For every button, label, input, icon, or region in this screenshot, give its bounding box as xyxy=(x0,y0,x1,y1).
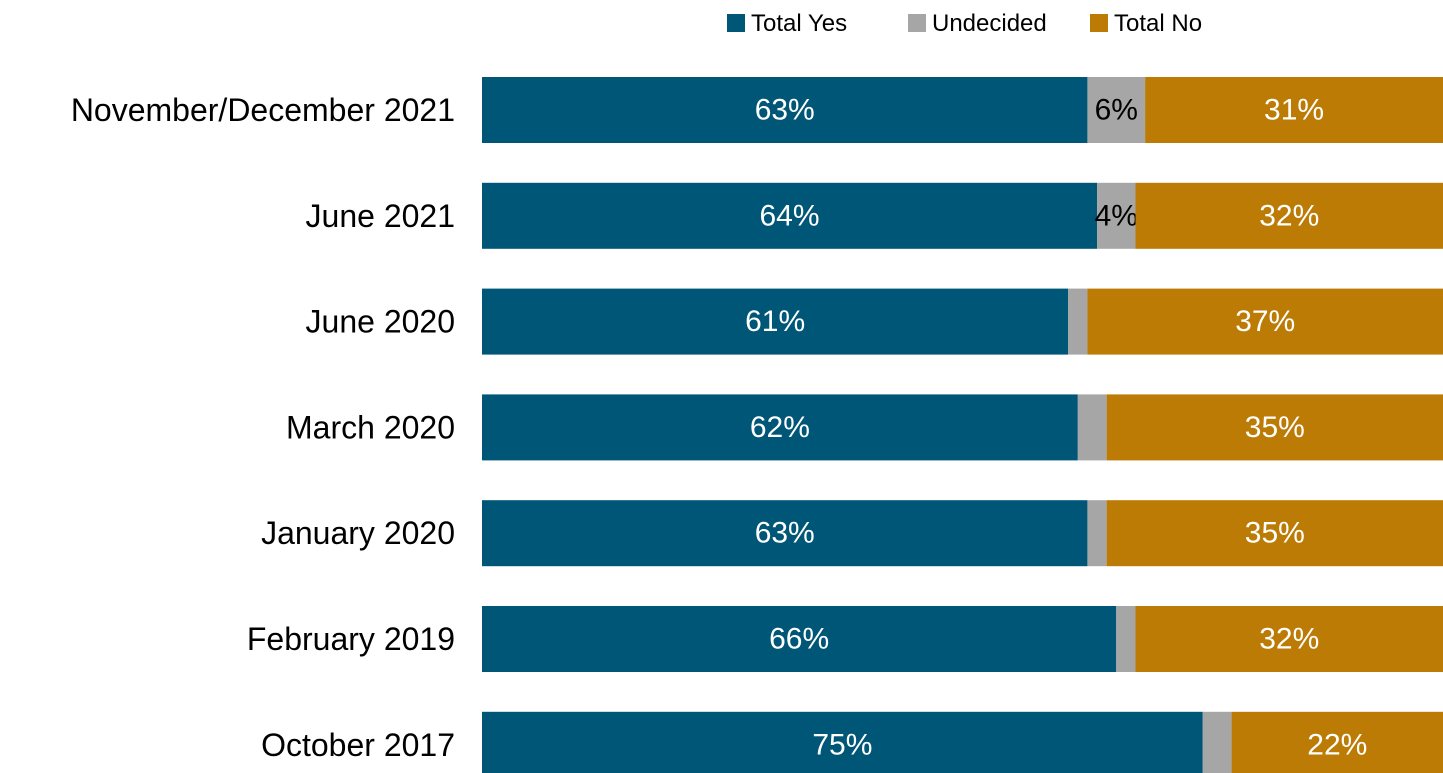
bar-segment-total-no xyxy=(1087,288,1443,355)
category-label: February 2019 xyxy=(247,621,455,657)
bar-row: 63% 6% 31% xyxy=(482,77,1443,143)
legend-item-total-yes: Total Yes xyxy=(727,10,847,37)
legend-swatch-undecided xyxy=(908,14,926,32)
legend-swatch-total-yes xyxy=(727,14,745,32)
bar-segment-total-yes xyxy=(482,500,1088,567)
bar-segment-total-yes xyxy=(482,394,1078,461)
data-label-total-no: 37% xyxy=(1235,305,1295,338)
data-label-total-yes: 63% xyxy=(755,517,815,550)
bar-segment-total-no xyxy=(1106,394,1443,461)
bar-segment-undecided xyxy=(1068,288,1088,355)
bar-segment-total-yes xyxy=(482,711,1203,773)
data-label-total-yes: 63% xyxy=(755,94,815,127)
data-label-total-no: 31% xyxy=(1264,94,1324,127)
bar-segment-undecided xyxy=(1116,606,1136,672)
data-label-undecided: 6% xyxy=(1095,94,1138,127)
bar-segment-total-no xyxy=(1135,182,1443,249)
bar-segment-undecided xyxy=(1077,394,1107,461)
bar-segment-undecided xyxy=(1202,711,1232,773)
bar-row: 64% 4% 32% xyxy=(482,182,1443,249)
bar-segment-total-yes xyxy=(482,182,1098,249)
category-label: June 2020 xyxy=(306,304,455,340)
data-label-total-yes: 75% xyxy=(812,728,872,761)
category-label: January 2020 xyxy=(261,515,455,551)
data-label-total-no: 35% xyxy=(1245,411,1305,444)
data-label-undecided: 4% xyxy=(1095,199,1138,232)
data-label-total-no: 32% xyxy=(1259,623,1319,656)
bar-segment-undecided xyxy=(1087,500,1107,567)
legend-item-undecided: Undecided xyxy=(908,10,1047,37)
bar-segment-undecided xyxy=(1087,77,1146,143)
bar-segment-total-no xyxy=(1145,77,1443,143)
bar-row: 61% 37% xyxy=(482,288,1443,355)
data-label-total-yes: 64% xyxy=(759,199,819,232)
category-label: June 2021 xyxy=(306,198,455,234)
legend-item-total-no: Total No xyxy=(1090,10,1202,37)
legend-swatch-total-no xyxy=(1090,14,1108,32)
bar-segment-total-no xyxy=(1135,606,1443,672)
bar-segment-total-yes xyxy=(482,288,1069,355)
bar-area: 63% 6% 31% 64% 4% 32% 61% 37% 62% 35% 63% 35% 66% 32%… xyxy=(482,77,1443,773)
bar-row: 66% 32% xyxy=(482,606,1443,672)
category-label: October 2017 xyxy=(261,727,455,763)
data-label-total-yes: 66% xyxy=(769,623,829,656)
legend-label-total-no: Total No xyxy=(1114,10,1202,37)
bar-segment-total-yes xyxy=(482,606,1117,672)
bar-row: 63% 35% xyxy=(482,500,1443,567)
data-label-total-no: 32% xyxy=(1259,199,1319,232)
category-label: March 2020 xyxy=(286,409,455,445)
data-label-total-no: 22% xyxy=(1307,728,1367,761)
legend-label-total-yes: Total Yes xyxy=(751,10,847,37)
bar-row: 75% 22% xyxy=(482,711,1443,773)
legend-label-undecided: Undecided xyxy=(932,10,1047,37)
data-label-total-yes: 62% xyxy=(750,411,810,444)
bar-segment-total-yes xyxy=(482,77,1088,143)
category-label: November/December 2021 xyxy=(71,92,455,128)
bar-segment-undecided xyxy=(1097,182,1136,249)
data-label-total-yes: 61% xyxy=(745,305,805,338)
bar-segment-total-no xyxy=(1231,711,1443,773)
chart-legend: Total Yes Undecided Total No xyxy=(727,10,1202,37)
data-label-total-no: 35% xyxy=(1245,517,1305,550)
category-axis: November/December 2021 June 2021 June 2020… xyxy=(71,92,455,763)
bar-row: 62% 35% xyxy=(482,394,1443,461)
bar-segment-total-no xyxy=(1106,500,1443,567)
